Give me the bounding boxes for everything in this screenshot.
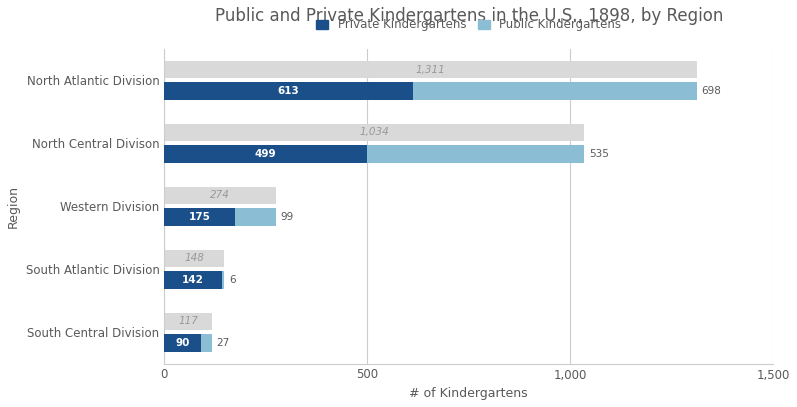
- Bar: [164, 124, 584, 141]
- Legend: Private Kindergartens, Public Kindergartens: Private Kindergartens, Public Kindergart…: [312, 14, 626, 36]
- Bar: [164, 145, 584, 163]
- Text: 142: 142: [183, 275, 204, 285]
- Bar: [164, 271, 222, 289]
- X-axis label: # of Kindergartens: # of Kindergartens: [410, 387, 528, 400]
- Text: 99: 99: [281, 212, 293, 222]
- Text: 27: 27: [217, 338, 230, 348]
- Bar: [164, 187, 276, 204]
- Y-axis label: Region: Region: [7, 185, 20, 228]
- Text: 6: 6: [230, 275, 236, 285]
- Bar: [164, 208, 235, 226]
- Text: 148: 148: [184, 254, 204, 263]
- Text: 117: 117: [178, 316, 198, 326]
- Text: 175: 175: [189, 212, 210, 222]
- Bar: [164, 271, 224, 289]
- Bar: [164, 334, 201, 352]
- Bar: [164, 208, 276, 226]
- Text: 698: 698: [701, 86, 721, 96]
- Text: 90: 90: [175, 338, 190, 348]
- Bar: [164, 313, 212, 330]
- Text: 613: 613: [278, 86, 300, 96]
- Bar: [164, 249, 224, 267]
- Bar: [164, 334, 212, 352]
- Text: 499: 499: [255, 149, 277, 159]
- Bar: [164, 145, 367, 163]
- Bar: [164, 82, 697, 100]
- Title: Public and Private Kindergartens in the U.S., 1898, by Region: Public and Private Kindergartens in the …: [214, 7, 723, 25]
- Bar: [164, 61, 697, 78]
- Text: 274: 274: [210, 190, 230, 201]
- Text: 1,311: 1,311: [415, 64, 446, 74]
- Text: 1,034: 1,034: [359, 127, 389, 138]
- Text: 535: 535: [589, 149, 609, 159]
- Bar: [164, 82, 413, 100]
